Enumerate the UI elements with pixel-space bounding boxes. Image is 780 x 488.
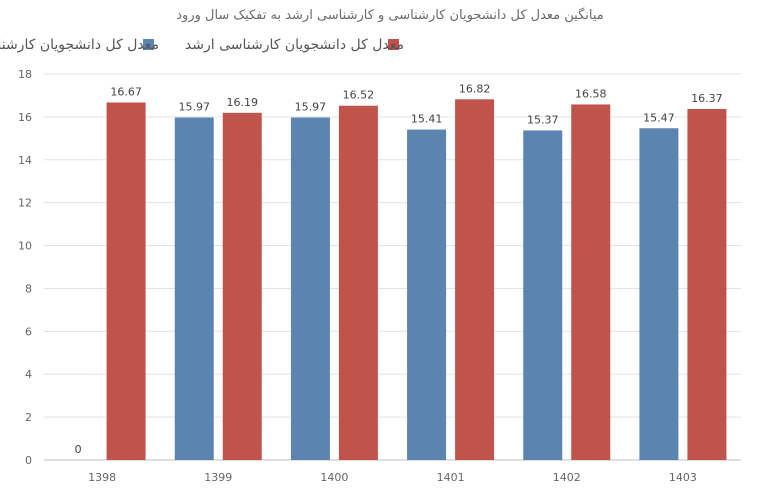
chart-title: میانگین معدل کل دانشجویان کارشناسی و کار… [176,7,604,23]
y-tick-label: 16 [18,111,32,124]
bar-bachelors-1402 [523,130,563,460]
y-tick-label: 6 [25,325,32,338]
bars [106,99,727,461]
legend-swatch-masters [388,39,399,50]
legend-label-bachelors: معدل کل دانشجویان کارشناسی [0,37,159,53]
legend-item-bachelors: معدل کل دانشجویان کارشناسی [0,37,159,53]
bar-masters-1401 [455,99,495,460]
x-tick-label: 1400 [320,471,348,484]
x-tick-label: 1398 [88,471,116,484]
x-axis: 1398 1399 1400 1401 1402 1403 [88,471,697,484]
y-tick-label: 10 [18,240,32,253]
data-label-masters-1398: 16.67 [110,86,142,99]
y-tick-label: 18 [18,68,32,81]
data-labels: 0 16.67 15.97 16.19 15.97 16.52 15.41 16.82 15.3… [75,82,723,456]
bar-bachelors-1403 [639,128,679,460]
legend: معدل کل دانشجویان کارشناسی ارشد معدل کل … [0,37,404,53]
data-label-bachelors-1398: 0 [75,443,82,456]
x-tick-label: 1402 [553,471,581,484]
data-label-masters-1401: 16.82 [459,82,491,95]
gridlines [44,73,741,461]
bar-masters-1398 [106,102,146,460]
legend-label-masters: معدل کل دانشجویان کارشناسی ارشد [185,37,404,53]
data-label-bachelors-1399: 15.97 [179,101,211,114]
data-label-masters-1403: 16.37 [691,92,723,105]
y-tick-label: 14 [18,154,32,167]
bar-bachelors-1399 [174,117,214,460]
data-label-bachelors-1400: 15.97 [295,101,327,114]
bar-masters-1402 [571,104,611,460]
y-tick-label: 12 [18,197,32,210]
data-label-masters-1402: 16.58 [575,87,607,100]
y-axis: 0 2 4 6 8 10 12 14 16 18 [18,68,32,467]
data-label-bachelors-1403: 15.47 [643,111,675,124]
bar-bachelors-1401 [407,129,447,460]
bar-bachelors-1400 [290,117,330,460]
data-label-bachelors-1401: 15.41 [411,113,443,126]
x-tick-label: 1401 [437,471,465,484]
data-label-bachelors-1402: 15.37 [527,113,559,126]
y-tick-label: 0 [25,454,32,467]
legend-swatch-bachelors [143,39,154,50]
bar-masters-1400 [338,105,378,460]
y-tick-label: 2 [25,411,32,424]
y-tick-label: 4 [25,368,32,381]
x-tick-label: 1399 [204,471,232,484]
data-label-masters-1400: 16.52 [343,89,375,102]
x-tick-label: 1403 [669,471,697,484]
legend-item-masters: معدل کل دانشجویان کارشناسی ارشد [185,37,404,53]
data-label-masters-1399: 16.19 [227,96,259,109]
bar-masters-1403 [687,108,727,461]
bar-masters-1399 [222,112,262,460]
y-tick-label: 8 [25,282,32,295]
